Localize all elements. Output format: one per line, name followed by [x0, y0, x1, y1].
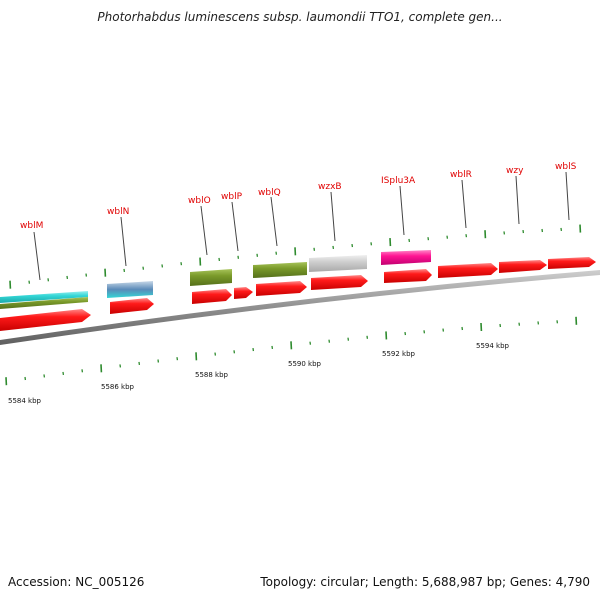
- gene-feature-wblo: [190, 269, 232, 286]
- cds-arrow: [0, 309, 91, 331]
- gene-label-wzxb: wzxB: [318, 182, 342, 192]
- cds-arrow: [192, 289, 232, 304]
- cds-arrow: [384, 269, 432, 283]
- gene-label-wblr: wblR: [450, 170, 472, 180]
- gene-label-wblp: wblP: [221, 192, 243, 202]
- kbp-label: 5594 kbp: [476, 342, 510, 350]
- gene-feature-olive: [0, 297, 88, 309]
- kbp-label: 5590 kbp: [288, 360, 322, 368]
- gene-track-upper: [0, 250, 431, 309]
- gene-label-wblo: wblO: [188, 196, 211, 206]
- gene-labels: wblM wblN wblO wblP wblQ wzxB ISplu3A wb…: [20, 162, 577, 231]
- gene-label-isplu3a: ISplu3A: [381, 176, 416, 186]
- genome-backbone: [0, 270, 600, 345]
- cds-arrow: [256, 281, 307, 296]
- gene-feature-wblq: [253, 262, 307, 278]
- gene-leader-lines: [33, 171, 570, 281]
- kbp-label: 5588 kbp: [195, 371, 229, 379]
- gene-label-wbln: wblN: [107, 207, 129, 217]
- gene-label-wblq: wblQ: [258, 188, 281, 198]
- gene-track-forward: [0, 257, 596, 331]
- accession-text: Accession: NC_005126: [8, 575, 145, 589]
- cds-arrow: [110, 298, 154, 314]
- tick-row-kbp: [5, 316, 578, 386]
- gene-label-wbls: wblS: [555, 162, 577, 172]
- tick-row-outer: [9, 224, 582, 289]
- genome-summary-text: Topology: circular; Length: 5,688,987 bp…: [260, 575, 590, 589]
- gene-feature-isplu3a: [381, 250, 431, 265]
- cds-arrow: [499, 260, 547, 273]
- gene-feature-wzxb: [309, 255, 367, 272]
- gene-label-wblm: wblM: [20, 221, 43, 231]
- map-title: Photorhabdus luminescens subsp. laumondi…: [97, 10, 503, 24]
- gene-feature-wbln-stack: [107, 281, 153, 298]
- cds-arrow: [311, 275, 368, 290]
- gene-feature-cyan: [0, 291, 88, 303]
- kbp-label: 5586 kbp: [101, 383, 135, 391]
- kbp-labels: 5584 kbp 5586 kbp 5588 kbp 5590 kbp 5592…: [8, 342, 510, 405]
- cds-arrow: [438, 263, 498, 278]
- cds-arrow: [548, 257, 596, 269]
- cds-arrow: [234, 287, 253, 299]
- gene-label-wzy: wzy: [506, 166, 524, 176]
- kbp-label: 5584 kbp: [8, 397, 42, 405]
- kbp-label: 5592 kbp: [382, 350, 416, 358]
